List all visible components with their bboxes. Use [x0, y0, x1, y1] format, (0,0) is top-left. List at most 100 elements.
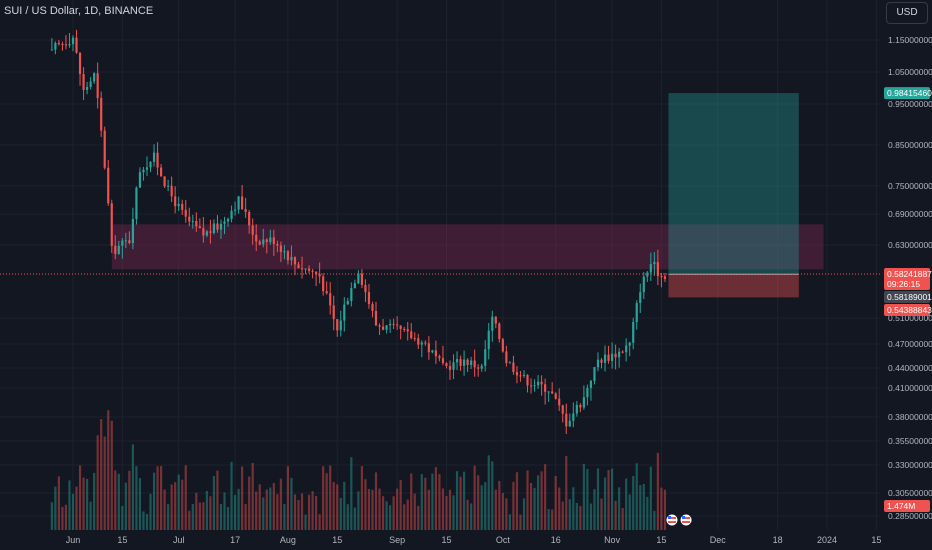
candle-body[interactable]: [477, 367, 480, 369]
candle-body[interactable]: [547, 391, 550, 393]
candle-body[interactable]: [653, 262, 656, 265]
candle-body[interactable]: [480, 365, 483, 369]
candle-body[interactable]: [290, 256, 293, 261]
candle-body[interactable]: [424, 342, 427, 344]
candle-body[interactable]: [378, 325, 381, 327]
candle-body[interactable]: [660, 275, 663, 277]
candle-body[interactable]: [554, 393, 557, 399]
candle-body[interactable]: [614, 353, 617, 358]
candle-body[interactable]: [589, 380, 593, 388]
candle-body[interactable]: [226, 218, 230, 222]
candle-body[interactable]: [455, 359, 459, 363]
candle-body[interactable]: [582, 397, 585, 408]
candle-body[interactable]: [536, 381, 540, 386]
candle-body[interactable]: [216, 223, 219, 230]
candle-body[interactable]: [209, 231, 212, 233]
flag-us-icon[interactable]: [665, 513, 679, 527]
candle-body[interactable]: [107, 167, 110, 204]
candle-body[interactable]: [600, 359, 603, 363]
candle-body[interactable]: [586, 387, 589, 398]
candle-body[interactable]: [417, 338, 420, 345]
candle-body[interactable]: [86, 86, 89, 90]
candle-body[interactable]: [487, 330, 490, 350]
candle-body[interactable]: [322, 276, 325, 292]
candle-body[interactable]: [473, 360, 476, 368]
candle-body[interactable]: [318, 274, 321, 277]
candle-body[interactable]: [406, 329, 409, 332]
candle-body[interactable]: [540, 381, 543, 385]
candle-body[interactable]: [177, 203, 180, 207]
candle-body[interactable]: [202, 228, 205, 236]
candle-body[interactable]: [374, 310, 378, 326]
candle-body[interactable]: [82, 74, 85, 90]
candle-body[interactable]: [544, 384, 547, 392]
candle-body[interactable]: [505, 351, 508, 363]
candle-body[interactable]: [219, 223, 223, 230]
candle-body[interactable]: [389, 323, 392, 326]
price-axis[interactable]: 1.15000000 1.05000000 0.95000000 0.85000000…: [884, 35, 932, 521]
candle-body[interactable]: [625, 345, 628, 353]
candle-body[interactable]: [75, 37, 78, 53]
currency-button[interactable]: USD: [886, 2, 928, 24]
candle-body[interactable]: [360, 273, 364, 285]
candle-body[interactable]: [364, 284, 367, 293]
long-position-target-zone[interactable]: [668, 93, 799, 275]
candle-body[interactable]: [205, 231, 208, 236]
candle-body[interactable]: [639, 292, 642, 304]
candle-body[interactable]: [508, 362, 511, 364]
candle-body[interactable]: [272, 237, 275, 244]
candle-body[interactable]: [78, 52, 82, 75]
candle-body[interactable]: [663, 276, 667, 280]
candle-body[interactable]: [181, 203, 184, 210]
time-axis[interactable]: Jun 15 Jul 17 Aug 15 Sep 15 Oct 16 Nov 15 Dec 18 2024 1…: [66, 535, 882, 545]
candle-body[interactable]: [526, 374, 529, 386]
long-position-stop-zone[interactable]: [668, 274, 799, 298]
candle-body[interactable]: [145, 167, 149, 170]
candle-body[interactable]: [515, 372, 519, 376]
candle-body[interactable]: [297, 264, 300, 269]
candle-body[interactable]: [198, 226, 201, 229]
candle-body[interactable]: [396, 324, 399, 326]
candle-body[interactable]: [138, 172, 142, 188]
candle-body[interactable]: [649, 264, 652, 273]
candle-body[interactable]: [61, 44, 64, 46]
candle-body[interactable]: [533, 385, 536, 387]
candle-body[interactable]: [392, 323, 395, 325]
candle-body[interactable]: [385, 325, 388, 330]
candle-body[interactable]: [300, 268, 304, 270]
candle-body[interactable]: [89, 81, 92, 87]
candle-body[interactable]: [283, 251, 286, 253]
candle-body[interactable]: [357, 273, 360, 284]
candle-body[interactable]: [399, 325, 402, 329]
candle-body[interactable]: [529, 385, 533, 387]
candle-body[interactable]: [568, 420, 571, 427]
candle-body[interactable]: [410, 331, 413, 339]
candle-body[interactable]: [195, 220, 198, 227]
candle-body[interactable]: [501, 339, 504, 352]
candle-body[interactable]: [142, 169, 145, 173]
candle-body[interactable]: [519, 375, 522, 377]
candle-body[interactable]: [656, 262, 659, 276]
candle-body[interactable]: [255, 234, 258, 242]
candle-body[interactable]: [484, 349, 487, 366]
candle-body[interactable]: [212, 223, 216, 233]
candle-body[interactable]: [156, 152, 159, 168]
candle-body[interactable]: [174, 196, 177, 207]
candle-body[interactable]: [466, 359, 469, 366]
candle-body[interactable]: [438, 356, 441, 359]
candle-body[interactable]: [371, 304, 374, 311]
candle-body[interactable]: [491, 316, 494, 331]
candle-body[interactable]: [71, 37, 75, 45]
candle-body[interactable]: [233, 209, 237, 211]
candle-body[interactable]: [448, 366, 452, 370]
candle-body[interactable]: [258, 241, 261, 245]
candle-body[interactable]: [452, 362, 455, 370]
candle-body[interactable]: [565, 413, 568, 427]
candle-body[interactable]: [431, 350, 434, 353]
candles[interactable]: [50, 29, 693, 527]
candle-body[interactable]: [593, 367, 596, 381]
candle-body[interactable]: [241, 196, 244, 210]
candle-body[interactable]: [121, 240, 124, 246]
candle-body[interactable]: [248, 212, 251, 226]
